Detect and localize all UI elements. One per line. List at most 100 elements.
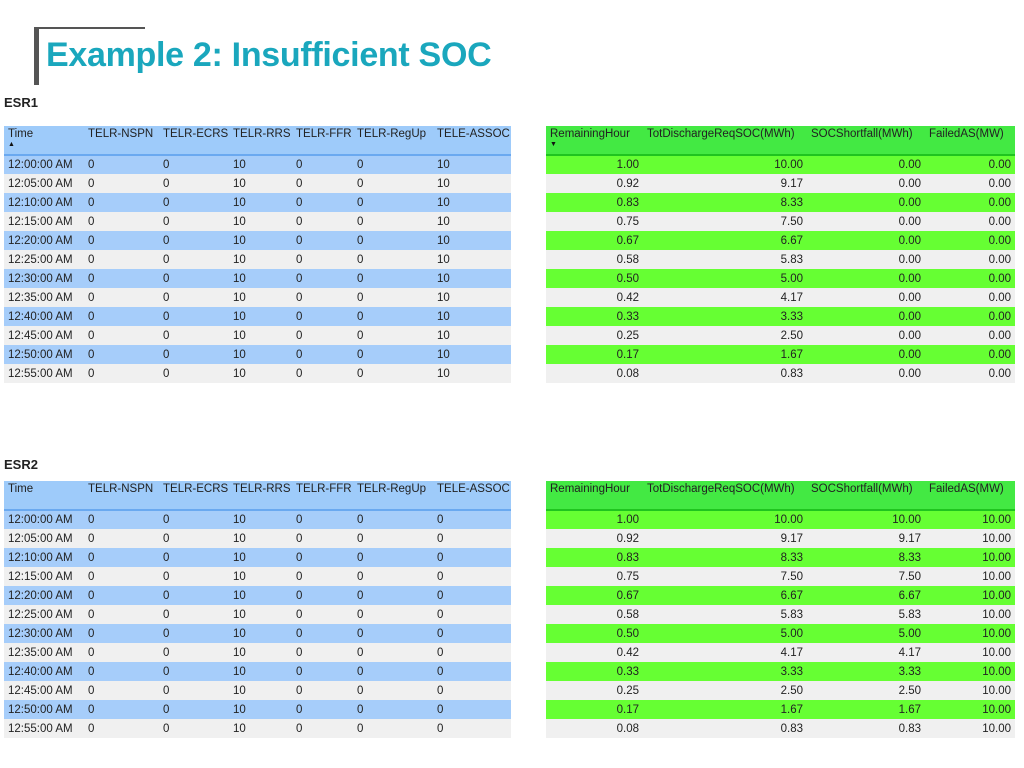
cell-telr-rrs: 10: [229, 155, 292, 174]
table-row: 0.75 7.50 0.00 0.00: [546, 212, 1015, 231]
sort-descending-icon[interactable]: ▼: [550, 141, 557, 148]
cell-telr-regup: 0: [353, 250, 433, 269]
column-header-label: TELR-ECRS: [163, 483, 229, 495]
cell-telr-nspn: 0: [84, 510, 159, 529]
column-header-telr-nspn[interactable]: TELR-NSPN: [84, 126, 159, 156]
cell-telr-regup: 0: [353, 155, 433, 174]
cell-tele-assoc: 10: [433, 364, 511, 383]
column-header-time[interactable]: Time: [4, 481, 84, 511]
header-row: Time ▲ TELR-NSPN TELR-ECRS TELR-RRS TELR-FFR T…: [4, 126, 511, 156]
cell-socshortfall-mwh: 6.67: [807, 586, 925, 605]
cell-telr-ecrs: 0: [159, 288, 229, 307]
cell-tele-assoc: 0: [433, 510, 511, 529]
cell-time: 12:25:00 AM: [4, 250, 84, 269]
cell-totdischargereqsoc-mwh: 8.33: [643, 548, 807, 567]
cell-failedas-mw: 0.00: [925, 212, 1015, 231]
column-header-telr-rrs[interactable]: TELR-RRS: [229, 126, 292, 156]
cell-telr-ecrs: 0: [159, 364, 229, 383]
column-header-telr-rrs[interactable]: TELR-RRS: [229, 481, 292, 511]
table-row: 0.25 2.50 0.00 0.00: [546, 326, 1015, 345]
cell-telr-ffr: 0: [292, 212, 353, 231]
column-header-telr-regup[interactable]: TELR-RegUp: [353, 481, 433, 511]
column-header-socshortfall-mwh[interactable]: SOCShortfall(MWh): [807, 481, 925, 511]
cell-telr-rrs: 10: [229, 193, 292, 212]
column-header-telr-ffr[interactable]: TELR-FFR: [292, 481, 353, 511]
sort-ascending-icon[interactable]: ▲: [8, 141, 15, 148]
cell-remaininghour: 0.92: [546, 529, 643, 548]
column-header-telr-ecrs[interactable]: TELR-ECRS: [159, 126, 229, 156]
table-row: 12:15:00 AM 0 0 10 0 0 10: [4, 212, 511, 231]
column-header-telr-ecrs[interactable]: TELR-ECRS: [159, 481, 229, 511]
cell-remaininghour: 0.25: [546, 326, 643, 345]
cell-telr-rrs: 10: [229, 269, 292, 288]
column-header-label: Time: [8, 128, 34, 140]
cell-socshortfall-mwh: 0.00: [807, 155, 925, 174]
table-row: 12:10:00 AM 0 0 10 0 0 0: [4, 548, 511, 567]
esr1-soc-table: RemainingHour ▼ TotDischargeReqSOC(MWh) SOC…: [546, 126, 1015, 383]
cell-socshortfall-mwh: 1.67: [807, 700, 925, 719]
cell-remaininghour: 1.00: [546, 510, 643, 529]
table-row: 0.08 0.83 0.00 0.00: [546, 364, 1015, 383]
cell-telr-regup: 0: [353, 586, 433, 605]
cell-totdischargereqsoc-mwh: 1.67: [643, 345, 807, 364]
cell-telr-ffr: 0: [292, 326, 353, 345]
column-header-time[interactable]: Time ▲: [4, 126, 84, 156]
table-row: 12:00:00 AM 0 0 10 0 0 0: [4, 510, 511, 529]
cell-telr-ffr: 0: [292, 288, 353, 307]
cell-telr-ecrs: 0: [159, 345, 229, 364]
header-row: RemainingHour TotDischargeReqSOC(MWh) SOCS…: [546, 481, 1015, 511]
cell-socshortfall-mwh: 5.00: [807, 624, 925, 643]
cell-remaininghour: 0.33: [546, 307, 643, 326]
cell-time: 12:20:00 AM: [4, 586, 84, 605]
column-header-failedas-mw[interactable]: FailedAS(MW): [925, 481, 1015, 511]
cell-time: 12:55:00 AM: [4, 719, 84, 738]
cell-telr-ecrs: 0: [159, 193, 229, 212]
cell-telr-nspn: 0: [84, 307, 159, 326]
cell-socshortfall-mwh: 0.00: [807, 212, 925, 231]
cell-time: 12:40:00 AM: [4, 662, 84, 681]
table-row: 12:25:00 AM 0 0 10 0 0 0: [4, 605, 511, 624]
table-row: 12:05:00 AM 0 0 10 0 0 10: [4, 174, 511, 193]
cell-telr-nspn: 0: [84, 567, 159, 586]
table-row: 12:00:00 AM 0 0 10 0 0 10: [4, 155, 511, 174]
cell-telr-regup: 0: [353, 548, 433, 567]
cell-telr-regup: 0: [353, 662, 433, 681]
cell-telr-ffr: 0: [292, 548, 353, 567]
cell-failedas-mw: 0.00: [925, 155, 1015, 174]
cell-totdischargereqsoc-mwh: 2.50: [643, 326, 807, 345]
cell-failedas-mw: 10.00: [925, 643, 1015, 662]
column-header-failedas-mw[interactable]: FailedAS(MW): [925, 126, 1015, 156]
cell-telr-ffr: 0: [292, 567, 353, 586]
column-header-telr-regup[interactable]: TELR-RegUp: [353, 126, 433, 156]
cell-failedas-mw: 0.00: [925, 345, 1015, 364]
cell-telr-ffr: 0: [292, 529, 353, 548]
column-header-totdischargereqsoc-mwh[interactable]: TotDischargeReqSOC(MWh): [643, 126, 807, 156]
cell-telr-regup: 0: [353, 212, 433, 231]
cell-telr-regup: 0: [353, 567, 433, 586]
cell-tele-assoc: 0: [433, 605, 511, 624]
cell-failedas-mw: 0.00: [925, 288, 1015, 307]
table-row: 12:10:00 AM 0 0 10 0 0 10: [4, 193, 511, 212]
column-header-totdischargereqsoc-mwh[interactable]: TotDischargeReqSOC(MWh): [643, 481, 807, 511]
table-row: 12:35:00 AM 0 0 10 0 0 10: [4, 288, 511, 307]
cell-telr-nspn: 0: [84, 586, 159, 605]
cell-telr-nspn: 0: [84, 624, 159, 643]
cell-telr-rrs: 10: [229, 364, 292, 383]
column-header-socshortfall-mwh[interactable]: SOCShortfall(MWh): [807, 126, 925, 156]
cell-remaininghour: 0.17: [546, 345, 643, 364]
column-header-telr-nspn[interactable]: TELR-NSPN: [84, 481, 159, 511]
cell-totdischargereqsoc-mwh: 0.83: [643, 719, 807, 738]
column-header-tele-assoc[interactable]: TELE-ASSOC: [433, 481, 511, 511]
column-header-remaininghour[interactable]: RemainingHour ▼: [546, 126, 643, 156]
cell-socshortfall-mwh: 7.50: [807, 567, 925, 586]
cell-telr-nspn: 0: [84, 605, 159, 624]
column-header-remaininghour[interactable]: RemainingHour: [546, 481, 643, 511]
column-header-tele-assoc[interactable]: TELE-ASSOC: [433, 126, 511, 156]
cell-remaininghour: 0.67: [546, 586, 643, 605]
cell-totdischargereqsoc-mwh: 8.33: [643, 193, 807, 212]
cell-socshortfall-mwh: 4.17: [807, 643, 925, 662]
cell-remaininghour: 0.83: [546, 193, 643, 212]
cell-telr-nspn: 0: [84, 326, 159, 345]
column-header-telr-ffr[interactable]: TELR-FFR: [292, 126, 353, 156]
table-row: 12:35:00 AM 0 0 10 0 0 0: [4, 643, 511, 662]
